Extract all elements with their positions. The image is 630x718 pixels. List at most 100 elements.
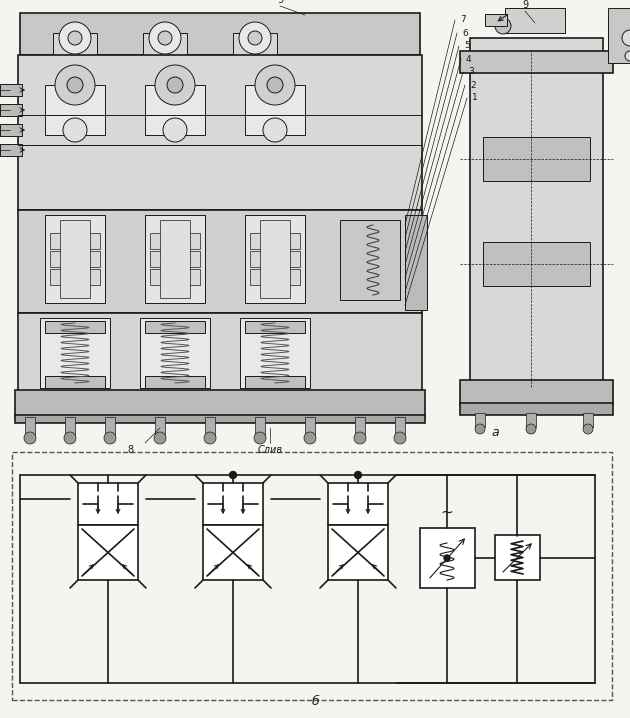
Bar xyxy=(45,215,105,303)
Bar xyxy=(483,241,590,286)
Bar xyxy=(60,220,90,298)
Circle shape xyxy=(263,118,287,142)
Circle shape xyxy=(239,22,271,54)
Bar xyxy=(395,417,405,435)
Circle shape xyxy=(394,432,406,444)
Bar xyxy=(328,483,388,525)
Ellipse shape xyxy=(513,253,549,274)
Circle shape xyxy=(526,424,536,434)
Circle shape xyxy=(59,22,91,54)
Bar xyxy=(145,215,205,303)
Bar xyxy=(0,144,22,156)
Ellipse shape xyxy=(503,144,559,175)
Bar xyxy=(340,220,400,300)
Circle shape xyxy=(622,30,630,46)
Circle shape xyxy=(204,432,216,444)
Bar xyxy=(18,210,422,313)
Circle shape xyxy=(444,555,450,561)
Circle shape xyxy=(304,432,316,444)
Bar xyxy=(15,415,425,423)
Bar xyxy=(203,525,263,580)
Circle shape xyxy=(583,424,593,434)
Circle shape xyxy=(167,77,183,93)
Text: 3: 3 xyxy=(468,67,474,77)
Circle shape xyxy=(475,424,485,434)
Circle shape xyxy=(149,22,181,54)
Circle shape xyxy=(24,432,36,444)
Bar xyxy=(150,269,200,284)
Bar xyxy=(65,417,75,435)
Bar xyxy=(355,417,365,435)
Bar xyxy=(250,269,300,284)
Bar xyxy=(40,318,110,388)
Circle shape xyxy=(248,31,262,45)
Bar xyxy=(50,233,100,249)
Bar xyxy=(45,376,105,388)
Bar xyxy=(140,318,210,388)
Bar xyxy=(245,321,305,333)
Bar xyxy=(12,452,612,700)
Bar xyxy=(250,233,300,249)
Bar xyxy=(18,55,422,210)
Bar xyxy=(233,33,277,55)
Bar xyxy=(45,85,105,135)
Bar xyxy=(250,251,300,267)
Bar xyxy=(145,376,205,388)
Bar xyxy=(78,483,138,525)
Bar xyxy=(25,417,35,435)
Circle shape xyxy=(625,51,630,61)
Bar xyxy=(0,124,22,136)
Text: 5: 5 xyxy=(464,42,470,50)
Bar xyxy=(78,525,138,580)
Circle shape xyxy=(163,118,187,142)
Circle shape xyxy=(255,65,295,105)
Bar xyxy=(53,33,97,55)
Bar xyxy=(420,528,475,588)
Bar xyxy=(143,33,187,55)
Bar xyxy=(18,313,422,393)
Bar xyxy=(150,233,200,249)
Bar xyxy=(205,417,215,435)
Circle shape xyxy=(229,472,236,478)
Bar xyxy=(240,318,310,388)
Bar xyxy=(0,84,22,96)
Circle shape xyxy=(267,77,283,93)
Bar xyxy=(203,483,263,525)
Bar xyxy=(20,13,420,55)
Text: 1: 1 xyxy=(472,93,478,103)
Circle shape xyxy=(68,31,82,45)
Bar xyxy=(145,321,205,333)
Circle shape xyxy=(158,31,172,45)
Circle shape xyxy=(154,432,166,444)
Bar xyxy=(460,51,613,73)
Circle shape xyxy=(155,65,195,105)
Bar xyxy=(460,380,613,405)
Bar xyxy=(495,535,540,580)
Circle shape xyxy=(63,118,87,142)
Bar xyxy=(608,8,630,63)
Bar xyxy=(405,215,427,310)
Bar xyxy=(483,137,590,182)
Bar xyxy=(526,413,536,427)
Circle shape xyxy=(55,65,95,105)
Bar xyxy=(260,220,290,298)
Bar xyxy=(485,14,507,26)
Bar xyxy=(470,38,603,385)
Text: Слив: Слив xyxy=(258,445,283,455)
Bar xyxy=(475,413,485,427)
Text: a: a xyxy=(491,426,499,439)
Text: ~: ~ xyxy=(440,505,454,520)
Text: 4: 4 xyxy=(466,55,472,63)
Text: 7: 7 xyxy=(460,16,466,24)
Bar xyxy=(460,403,613,415)
Text: 9: 9 xyxy=(522,0,528,10)
Bar xyxy=(505,8,565,33)
Circle shape xyxy=(355,472,362,478)
Text: 9: 9 xyxy=(277,0,283,5)
Bar xyxy=(45,321,105,333)
Text: б: б xyxy=(311,695,319,708)
Text: 8: 8 xyxy=(127,445,133,455)
Circle shape xyxy=(67,77,83,93)
Bar xyxy=(145,85,205,135)
Bar xyxy=(245,85,305,135)
